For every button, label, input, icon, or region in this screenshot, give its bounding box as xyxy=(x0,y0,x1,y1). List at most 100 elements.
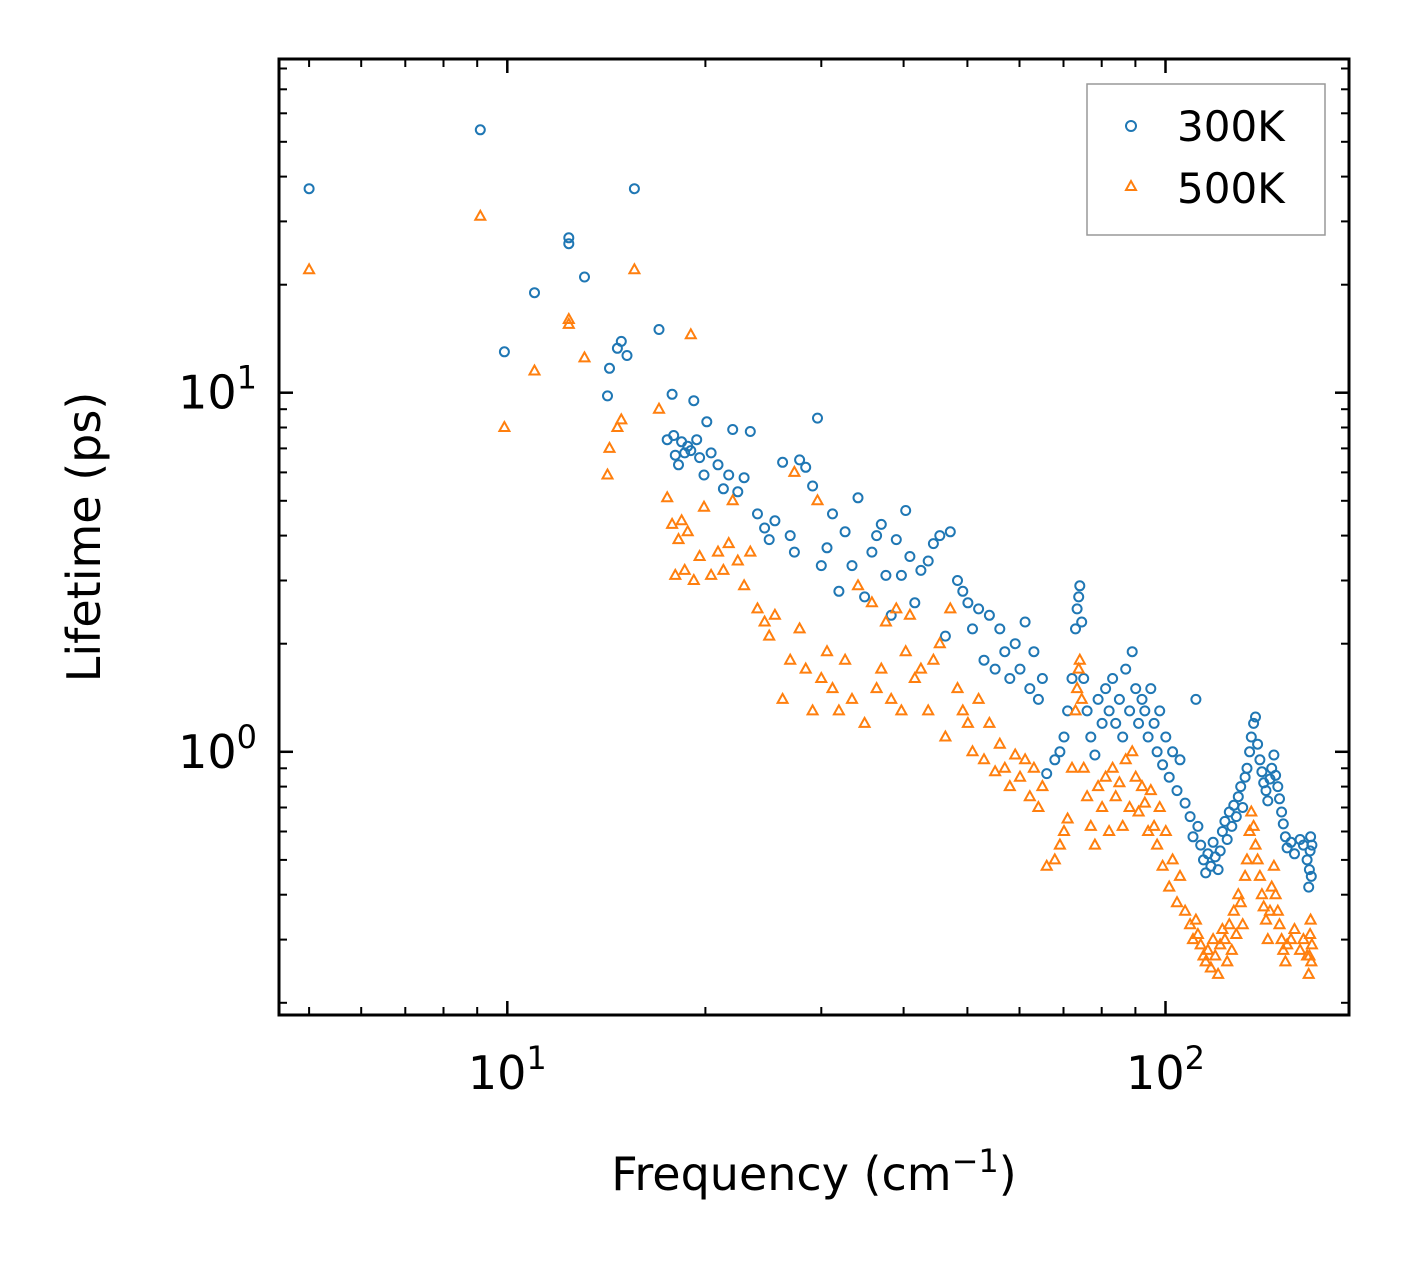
point-500k-43 xyxy=(814,670,828,683)
point-500k-0 xyxy=(302,262,316,275)
point-500k-129 xyxy=(1189,912,1203,925)
point-300k-83 xyxy=(1014,663,1026,675)
point-500k-149 xyxy=(1236,917,1250,930)
point-300k-140 xyxy=(1207,836,1219,848)
point-500k-119 xyxy=(1153,799,1167,812)
point-500k-157 xyxy=(1253,868,1267,881)
point-500k-124 xyxy=(1170,895,1184,908)
point-300k-50 xyxy=(833,585,845,597)
x-tick-label-100: 102 xyxy=(1126,1039,1205,1100)
point-300k-23 xyxy=(688,395,700,407)
point-300k-128 xyxy=(1171,785,1183,797)
point-500k-88 xyxy=(1057,823,1071,836)
point-500k-77 xyxy=(1003,779,1017,792)
point-300k-62 xyxy=(900,505,912,516)
point-500k-46 xyxy=(832,703,846,716)
point-300k-161 xyxy=(1254,754,1266,766)
point-300k-69 xyxy=(939,630,951,642)
point-500k-76 xyxy=(998,760,1012,773)
point-500k-23 xyxy=(697,499,711,512)
point-500k-150 xyxy=(1238,868,1252,881)
point-300k-68 xyxy=(934,530,946,542)
axis-ticks xyxy=(279,59,1349,1015)
point-300k-76 xyxy=(978,654,990,666)
point-300k-152 xyxy=(1235,781,1247,793)
point-500k-158 xyxy=(1255,887,1269,900)
point-300k-156 xyxy=(1244,746,1256,758)
point-300k-151 xyxy=(1232,791,1244,803)
point-300k-123 xyxy=(1154,705,1166,717)
point-300k-135 xyxy=(1195,839,1207,851)
point-300k-125 xyxy=(1160,731,1172,743)
point-500k-93 xyxy=(1072,661,1086,674)
point-300k-17 xyxy=(669,449,681,461)
x-axis-title-main: Frequency (cm xyxy=(611,1147,951,1201)
point-500k-148 xyxy=(1234,895,1248,908)
point-300k-137 xyxy=(1200,867,1212,879)
point-300k-158 xyxy=(1248,717,1260,729)
y-tick-label-1: 100 xyxy=(178,718,257,779)
point-500k-89 xyxy=(1060,811,1075,824)
point-500k-48 xyxy=(845,691,859,704)
point-300k-169 xyxy=(1270,769,1282,781)
x-tick-label-10-base: 10 xyxy=(468,1046,527,1100)
point-500k-85 xyxy=(1040,858,1054,871)
point-300k-103 xyxy=(1089,749,1101,761)
point-500k-24 xyxy=(704,567,718,580)
point-300k-115 xyxy=(1130,683,1142,695)
point-500k-98 xyxy=(1084,818,1098,831)
point-500k-160 xyxy=(1259,912,1273,925)
point-300k-101 xyxy=(1081,705,1093,717)
point-500k-181 xyxy=(1304,954,1318,967)
point-300k-183 xyxy=(1304,845,1316,857)
point-500k-102 xyxy=(1098,769,1113,782)
point-500k-34 xyxy=(762,628,776,641)
point-500k-165 xyxy=(1268,887,1283,900)
point-300k-99 xyxy=(1076,616,1088,628)
point-500k-62 xyxy=(921,703,935,716)
point-300k-144 xyxy=(1216,826,1228,837)
point-300k-54 xyxy=(859,591,871,603)
point-500k-32 xyxy=(750,601,765,614)
point-300k-80 xyxy=(999,646,1011,658)
point-300k-38 xyxy=(763,534,775,546)
point-300k-127 xyxy=(1167,746,1179,758)
point-500k-162 xyxy=(1263,903,1277,916)
point-300k-102 xyxy=(1085,731,1097,743)
point-300k-8 xyxy=(604,362,615,374)
point-500k-9 xyxy=(610,419,625,432)
point-300k-86 xyxy=(1028,646,1040,658)
point-500k-78 xyxy=(1008,747,1022,760)
point-500k-16 xyxy=(671,532,686,545)
point-300k-186 xyxy=(1306,839,1318,851)
point-500k-155 xyxy=(1248,837,1263,850)
point-300k-177 xyxy=(1289,848,1300,860)
point-500k-146 xyxy=(1229,926,1243,939)
point-300k-107 xyxy=(1103,705,1115,717)
point-500k-131 xyxy=(1194,937,1208,950)
point-300k-131 xyxy=(1184,811,1196,823)
point-300k-134 xyxy=(1192,820,1204,832)
point-500k-28 xyxy=(726,493,740,506)
point-500k-13 xyxy=(660,490,674,503)
point-300k-88 xyxy=(1036,673,1048,684)
point-300k-72 xyxy=(957,585,969,597)
point-500k-47 xyxy=(838,652,852,665)
point-300k-157 xyxy=(1245,731,1257,743)
point-300k-64 xyxy=(909,597,921,609)
point-300k-65 xyxy=(915,564,927,576)
point-500k-55 xyxy=(884,691,898,704)
point-500k-5 xyxy=(562,316,576,329)
point-300k-0 xyxy=(303,183,315,195)
point-500k-168 xyxy=(1274,932,1289,945)
point-300k-89 xyxy=(1041,768,1053,780)
point-500k-172 xyxy=(1284,932,1298,945)
point-300k-150 xyxy=(1230,811,1242,823)
point-500k-154 xyxy=(1246,818,1261,831)
x-tick-label-10-exp: 1 xyxy=(526,1039,546,1077)
point-500k-125 xyxy=(1173,868,1187,881)
point-300k-32 xyxy=(727,424,739,435)
point-300k-43 xyxy=(794,454,806,466)
point-500k-4 xyxy=(562,311,576,324)
point-300k-11 xyxy=(621,350,633,361)
